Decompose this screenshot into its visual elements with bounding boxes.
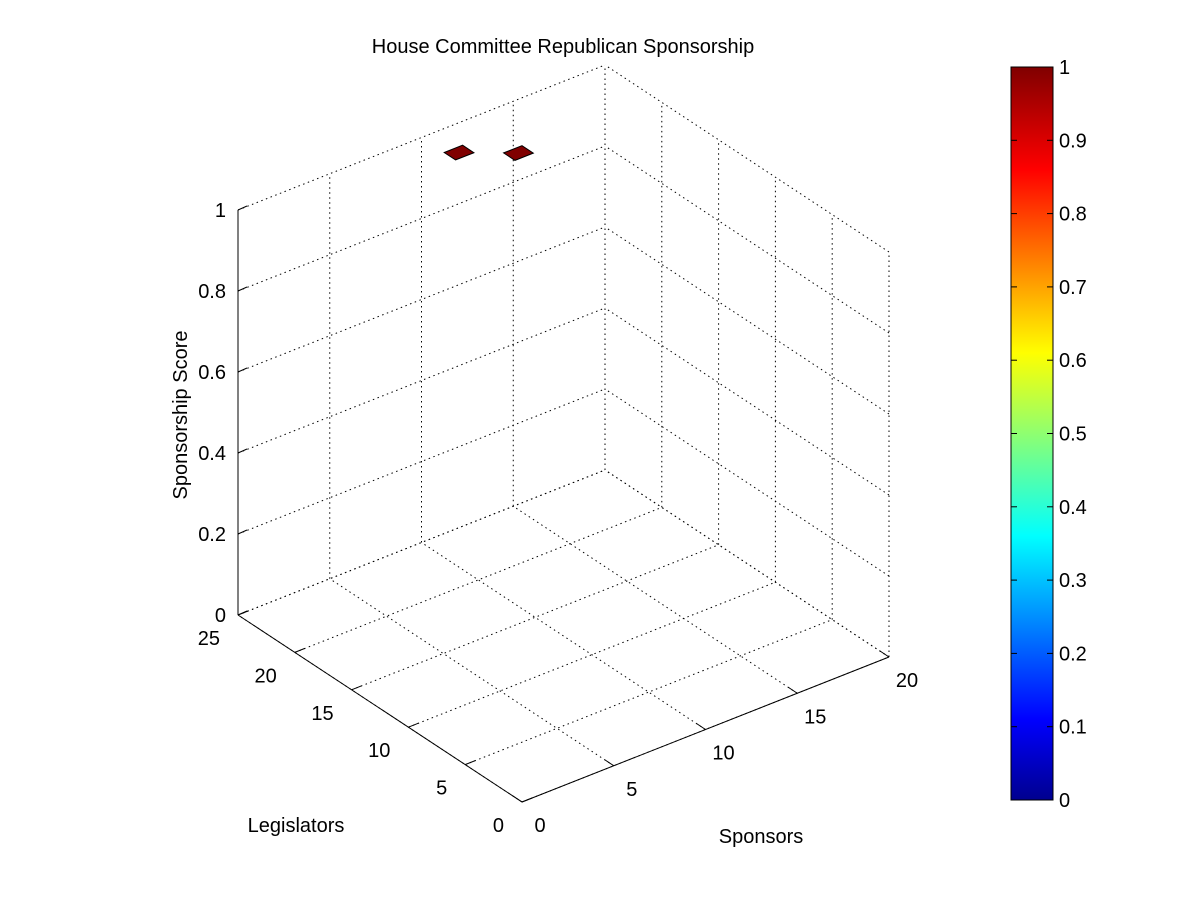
right-wall-grid-horizontal bbox=[604, 307, 890, 496]
floor-grid-line-y bbox=[351, 544, 719, 691]
y-tick-mark bbox=[408, 722, 419, 728]
floor-grid-line-x bbox=[421, 542, 706, 730]
x-tick-label: 10 bbox=[712, 743, 734, 765]
right-wall-grid-horizontal bbox=[604, 145, 890, 334]
y-tick-label: 5 bbox=[436, 778, 447, 800]
z-tick-label: 0.6 bbox=[198, 362, 226, 384]
x-tick-label: 15 bbox=[804, 706, 826, 728]
colorbar-tick-label: 0.1 bbox=[1059, 717, 1087, 739]
colorbar: 0 0.1 0.2 0.3 0.4 0.5 0.6 0.7 0.8 0.9 1 bbox=[1010, 57, 1087, 812]
chart-title: House Committee Republican Sponsorship bbox=[372, 36, 754, 58]
z-tick-mark bbox=[237, 448, 248, 454]
y-axis-label: Legislators bbox=[248, 815, 345, 837]
floor-grid-line-y bbox=[294, 506, 662, 653]
floor-grid-line-x bbox=[329, 578, 615, 767]
z-tick-mark bbox=[237, 286, 248, 292]
left-wall-grid-horizontal bbox=[237, 145, 606, 292]
z-tick-mark bbox=[237, 610, 248, 616]
z-tick-mark bbox=[237, 367, 248, 373]
colorbar-tick-label: 0.5 bbox=[1059, 424, 1087, 446]
colorbar-tick-label: 0 bbox=[1059, 790, 1070, 812]
floor-grid-line-y bbox=[408, 581, 776, 728]
z-tick-label: 0 bbox=[215, 605, 226, 627]
colorbar-tick-label: 0.2 bbox=[1059, 643, 1087, 665]
colorbar-tick-label: 0.9 bbox=[1059, 130, 1087, 152]
left-wall-grid-horizontal bbox=[237, 469, 606, 616]
floor-grid-line-y bbox=[465, 619, 833, 766]
left-wall-grid-horizontal bbox=[237, 64, 606, 211]
z-tick-mark bbox=[237, 205, 248, 211]
colorbar-gradient bbox=[1010, 66, 1054, 801]
left-wall-grid-horizontal bbox=[237, 388, 606, 535]
y-axis-line bbox=[237, 614, 523, 803]
y-tick-label: 20 bbox=[255, 665, 277, 687]
colorbar-ticks: 0 0.1 0.2 0.3 0.4 0.5 0.6 0.7 0.8 0.9 1 bbox=[1011, 57, 1087, 812]
colorbar-tick-label: 0.6 bbox=[1059, 350, 1087, 372]
y-tick-mark bbox=[521, 797, 533, 803]
z-tick-label: 1 bbox=[215, 200, 226, 222]
right-wall-grid-horizontal bbox=[604, 64, 890, 253]
z-tick-mark bbox=[237, 529, 248, 535]
floor-grid-line-x bbox=[512, 505, 798, 694]
x-tick-label: 5 bbox=[626, 779, 637, 801]
left-wall-grid-horizontal bbox=[237, 226, 606, 373]
surface-patch bbox=[502, 145, 535, 161]
surface-patches bbox=[443, 144, 535, 161]
z-axis-label: Sponsorship Score bbox=[170, 331, 192, 500]
x-tick-mark bbox=[879, 650, 890, 658]
axes bbox=[237, 205, 890, 803]
colorbar-tick-label: 1 bbox=[1059, 57, 1070, 79]
y-tick-mark bbox=[294, 647, 305, 653]
x-tick-mark bbox=[512, 795, 523, 803]
grid-lines bbox=[237, 64, 890, 803]
z-tick-label: 0.2 bbox=[198, 524, 226, 546]
x-tick-mark bbox=[787, 686, 798, 694]
surface-patch bbox=[443, 144, 475, 161]
x-tick-mark bbox=[696, 723, 706, 730]
x-axis-label: Sponsors bbox=[719, 826, 804, 848]
x-tick-label: 0 bbox=[534, 815, 545, 837]
right-wall-grid-horizontal bbox=[604, 469, 890, 658]
y-tick-label: 10 bbox=[368, 740, 390, 762]
colorbar-tick-label: 0.7 bbox=[1059, 277, 1087, 299]
x-tick-label: 20 bbox=[896, 670, 918, 692]
z-tick-label: 0.8 bbox=[198, 281, 226, 303]
right-wall-grid-horizontal bbox=[604, 226, 890, 415]
x-tick-mark bbox=[604, 759, 615, 767]
y-tick-label: 15 bbox=[311, 703, 333, 725]
y-tick-mark bbox=[351, 685, 362, 691]
right-wall-grid-horizontal bbox=[604, 388, 890, 577]
y-tick-label: 0 bbox=[493, 815, 504, 837]
colorbar-tick-label: 0.4 bbox=[1059, 497, 1087, 519]
colorbar-tick-label: 0.3 bbox=[1059, 570, 1087, 592]
z-tick-label: 0.4 bbox=[198, 443, 226, 465]
y-tick-label: 25 bbox=[198, 628, 220, 650]
colorbar-tick-label: 0.8 bbox=[1059, 204, 1087, 226]
left-wall-grid-horizontal bbox=[237, 307, 606, 454]
y-tick-mark bbox=[465, 760, 476, 766]
